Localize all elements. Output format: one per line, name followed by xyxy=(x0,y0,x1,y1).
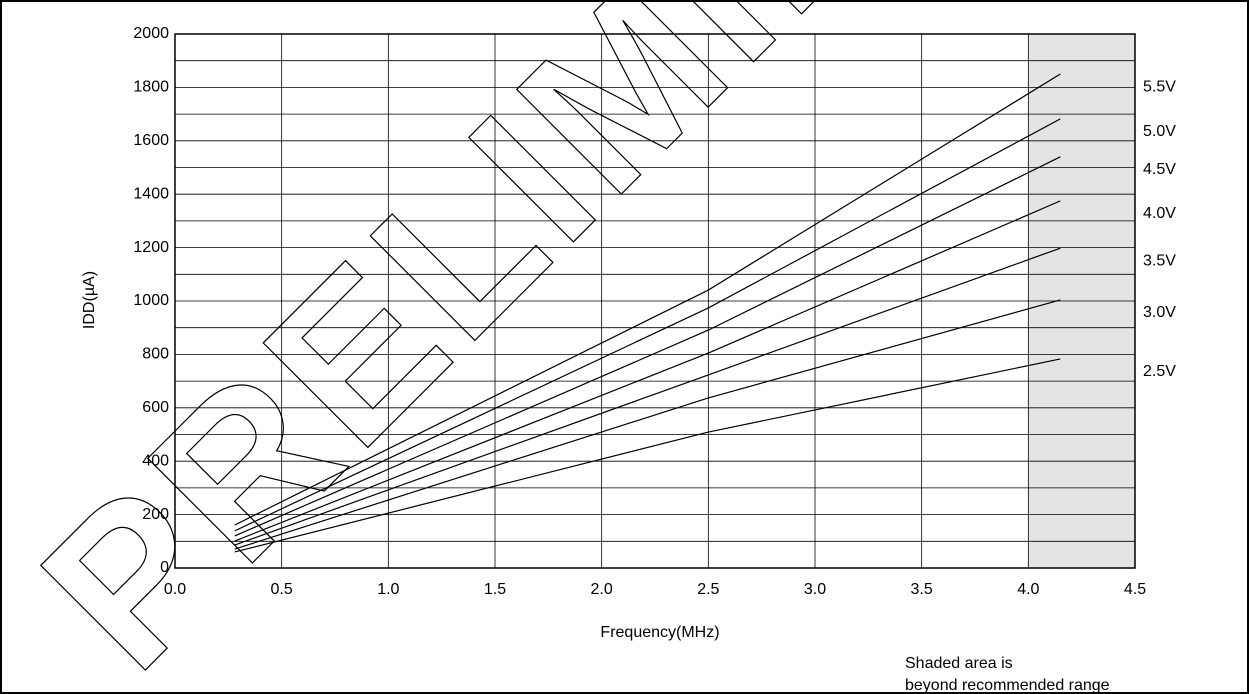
series-label: 3.5V xyxy=(1143,252,1176,269)
series-label: 2.5V xyxy=(1143,363,1176,380)
series-label: 4.0V xyxy=(1143,205,1176,222)
series-line xyxy=(234,247,1061,546)
y-tick-label: 2000 xyxy=(133,25,169,42)
series-label: 5.5V xyxy=(1143,78,1176,95)
note: beyond recommended range xyxy=(905,677,1110,694)
x-axis-label: Frequency(MHz) xyxy=(600,624,719,641)
x-tick-label: 3.5 xyxy=(911,581,933,598)
y-tick-label: 200 xyxy=(142,506,169,523)
y-tick-label: 600 xyxy=(142,399,169,416)
x-tick-label: 0.0 xyxy=(164,581,186,598)
y-tick-label: 1400 xyxy=(133,185,169,202)
x-tick-label: 1.0 xyxy=(377,581,399,598)
y-tick-label: 1600 xyxy=(133,132,169,149)
series-line xyxy=(234,200,1061,542)
y-tick-label: 800 xyxy=(142,346,169,363)
x-tick-label: 2.5 xyxy=(697,581,719,598)
series-line xyxy=(234,156,1061,537)
note: Shaded area is xyxy=(905,655,1013,672)
series-label: 4.5V xyxy=(1143,161,1176,178)
y-axis-label: IDD(µA) xyxy=(81,271,98,329)
x-tick-label: 1.5 xyxy=(484,581,506,598)
y-tick-label: 1000 xyxy=(133,292,169,309)
series-line xyxy=(234,358,1061,553)
x-tick-label: 0.5 xyxy=(271,581,293,598)
x-tick-label: 4.0 xyxy=(1017,581,1039,598)
series-line xyxy=(234,73,1061,526)
y-tick-label: 400 xyxy=(142,452,169,469)
y-tick-label: 0 xyxy=(160,559,169,576)
plot-border xyxy=(174,33,1136,569)
series-label: 3.0V xyxy=(1143,304,1176,321)
series-label: 5.0V xyxy=(1143,123,1176,140)
x-tick-label: 3.0 xyxy=(804,581,826,598)
series-line xyxy=(234,299,1061,550)
series-line xyxy=(234,118,1061,532)
y-tick-label: 1800 xyxy=(133,79,169,96)
x-tick-label: 2.0 xyxy=(591,581,613,598)
y-tick-label: 1200 xyxy=(133,239,169,256)
x-tick-label: 4.5 xyxy=(1124,581,1146,598)
